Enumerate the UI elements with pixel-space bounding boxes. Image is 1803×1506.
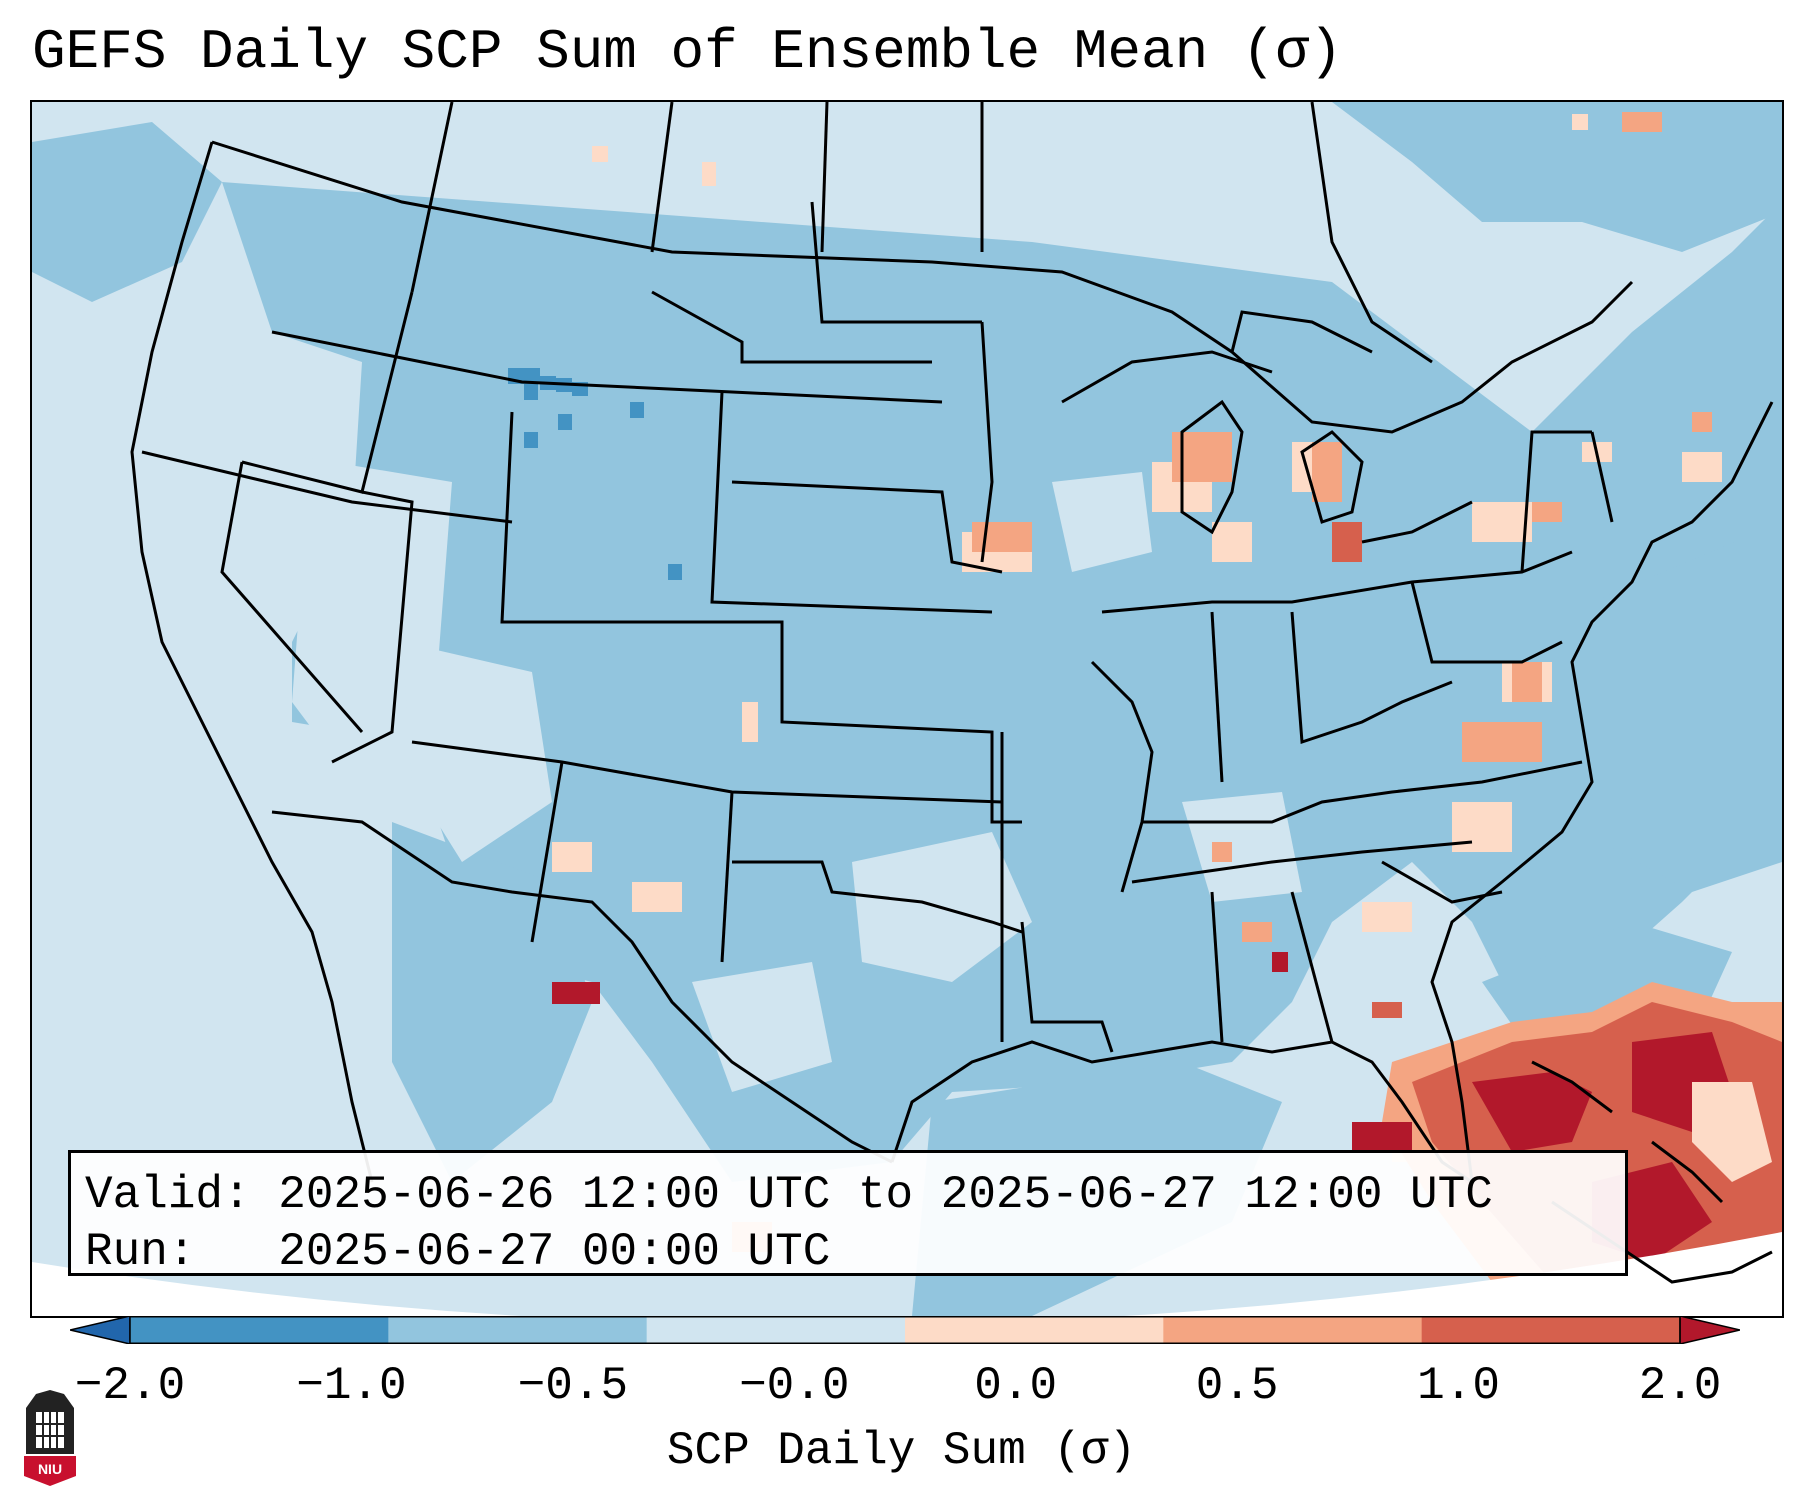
map-svg (32, 102, 1782, 1316)
colorbar-svg (69, 1315, 1741, 1345)
colorbar-extend-low (69, 1315, 131, 1345)
run-value: 2025-06-27 00:00 UTC (278, 1226, 831, 1278)
colorbar (69, 1315, 1741, 1345)
colorbar-segment (130, 1316, 389, 1344)
map-panel (30, 100, 1784, 1318)
colorbar-extend-high (1679, 1315, 1741, 1345)
political-boundaries (130, 102, 1774, 1284)
colorbar-segment (1421, 1316, 1681, 1344)
colorbar-tick-label: −2.0 (74, 1360, 186, 1412)
colorbar-tick-label: 2.0 (1638, 1360, 1722, 1412)
colorbar-segment (646, 1316, 906, 1344)
valid-run-info-box: Valid: 2025-06-26 12:00 UTC to 2025-06-2… (68, 1150, 1628, 1278)
colorbar-tick-label: −1.0 (296, 1360, 407, 1412)
colorbar-tick-label: −0.0 (739, 1360, 850, 1412)
logo-text: NIU (38, 1461, 62, 1477)
university-seal-icon: NIU (24, 1390, 76, 1486)
run-label: Run: (85, 1226, 196, 1278)
colorbar-segment (1163, 1316, 1423, 1344)
colorbar-segment (388, 1316, 648, 1344)
niu-logo: NIU (22, 1390, 78, 1486)
valid-line: Valid: 2025-06-26 12:00 UTC to 2025-06-2… (85, 1167, 1611, 1224)
off-domain-area (32, 1232, 1782, 1316)
colorbar-tick-label: 0.0 (974, 1360, 1058, 1412)
colorbar-segment (905, 1316, 1164, 1344)
colorbar-title: SCP Daily Sum (σ) (666, 1425, 1137, 1477)
valid-label: Valid: (85, 1169, 251, 1221)
valid-value: 2025-06-26 12:00 UTC to 2025-06-27 12:00… (278, 1169, 1493, 1221)
run-line: Run: 2025-06-27 00:00 UTC (85, 1224, 1611, 1281)
colorbar-tick-label: 1.0 (1417, 1360, 1500, 1412)
chart-title: GEFS Daily SCP Sum of Ensemble Mean (σ) (32, 20, 1343, 84)
colorbar-frame (129, 1316, 1681, 1344)
colorbar-tick-label: −0.5 (517, 1360, 629, 1412)
colorbar-tick-labels: −2.0 −1.0 −0.5 −0.0 0.0 0.5 1.0 2.0 (0, 1360, 1803, 1416)
colorbar-tick-label: 0.5 (1195, 1360, 1279, 1412)
